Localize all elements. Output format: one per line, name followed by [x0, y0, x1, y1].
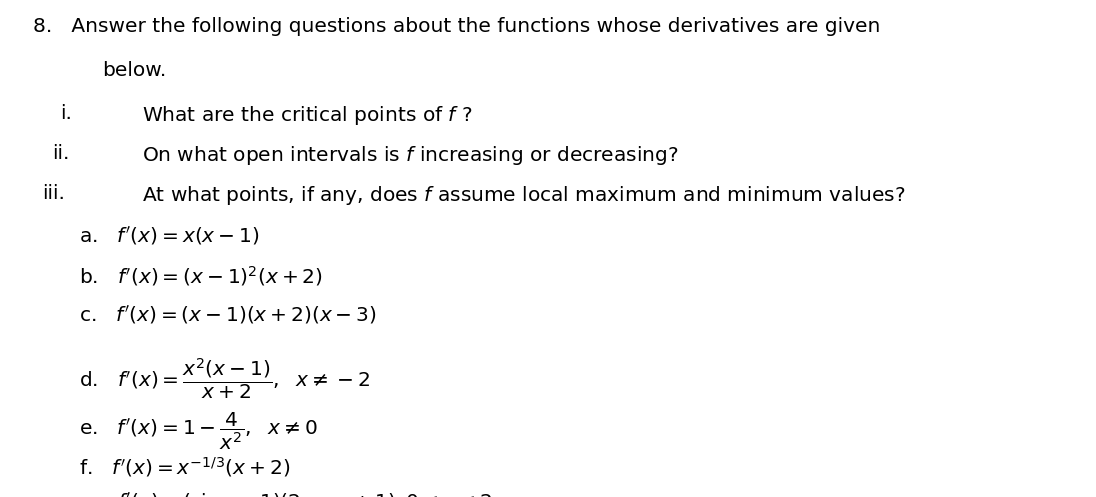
Text: iii.: iii. [42, 184, 65, 203]
Text: 8.   Answer the following questions about the functions whose derivatives are gi: 8. Answer the following questions about … [33, 17, 880, 36]
Text: below.: below. [102, 61, 167, 80]
Text: e.   $f'(x) = 1 - \dfrac{4}{x^2},\ \ x \neq 0$: e. $f'(x) = 1 - \dfrac{4}{x^2},\ \ x \ne… [79, 410, 318, 452]
Text: b.   $f'(x) = (x - 1)^{2}(x + 2)$: b. $f'(x) = (x - 1)^{2}(x + 2)$ [79, 264, 323, 288]
Text: On what open intervals is $f$ increasing or decreasing?: On what open intervals is $f$ increasing… [142, 144, 678, 167]
Text: a.   $f'(x) = x(x - 1)$: a. $f'(x) = x(x - 1)$ [79, 225, 260, 247]
Text: i.: i. [60, 104, 72, 123]
Text: f.   $f'(x) = x^{-1/3}(x + 2)$: f. $f'(x) = x^{-1/3}(x + 2)$ [79, 455, 290, 479]
Text: g.   $f'(x) = (\sin x - 1)(2\mathrm{cos}\, x + 1),0 \leq x \leq 2\pi$: g. $f'(x) = (\sin x - 1)(2\mathrm{cos}\,… [79, 491, 506, 497]
Text: d.   $f'(x) = \dfrac{x^2(x-1)}{x+2},\ \ x \neq -2$: d. $f'(x) = \dfrac{x^2(x-1)}{x+2},\ \ x … [79, 356, 370, 402]
Text: At what points, if any, does $f$ assume local maximum and minimum values?: At what points, if any, does $f$ assume … [142, 184, 906, 207]
Text: ii.: ii. [53, 144, 70, 163]
Text: What are the critical points of $f$ ?: What are the critical points of $f$ ? [142, 104, 473, 127]
Text: c.   $f'(x) = (x - 1)(x + 2)(x - 3)$: c. $f'(x) = (x - 1)(x + 2)(x - 3)$ [79, 304, 377, 326]
